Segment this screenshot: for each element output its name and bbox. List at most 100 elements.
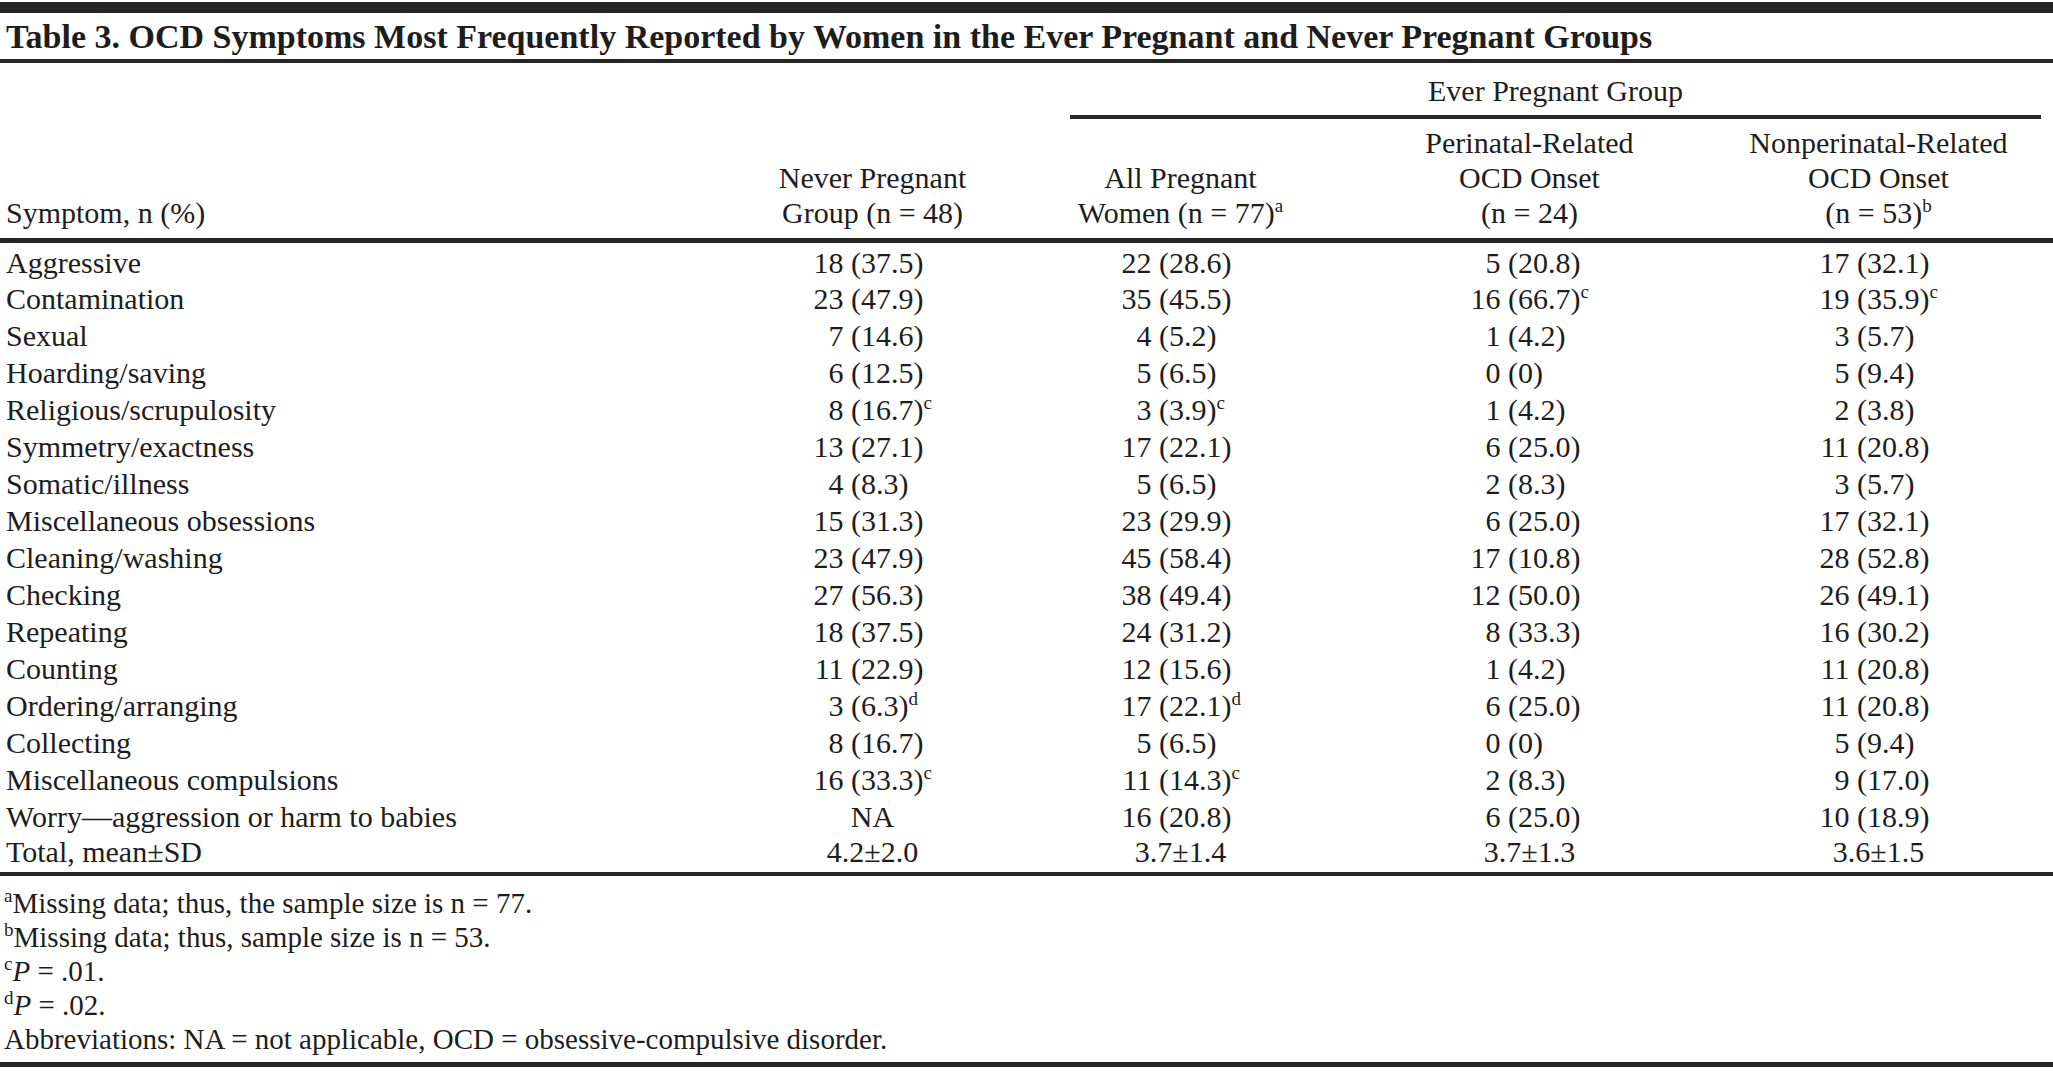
table-row: Worry—aggression or harm to babiesNA16 (…: [0, 798, 2053, 835]
table-row: Religious/scrupulosity8 (16.7)c3 (3.9)c1…: [0, 391, 2053, 428]
value-cell: 3.7±1.3: [1355, 835, 1704, 874]
value-cell: 8 (16.7): [739, 724, 1006, 761]
value-cell: 3 (5.7): [1704, 317, 2053, 354]
column-header-all-pregnant: All Pregnant Women (n = 77)a: [1006, 119, 1355, 241]
value-cell: 35 (45.5): [1006, 280, 1355, 317]
column-header-nonperinatal: Nonperinatal-Related OCD Onset (n = 53)b: [1704, 119, 2053, 241]
symptom-cell: Sexual: [0, 317, 739, 354]
value-cell: 13 (27.1): [739, 428, 1006, 465]
value-cell: 16 (66.7)c: [1355, 280, 1704, 317]
value-cell: 1 (4.2): [1355, 317, 1704, 354]
table-row: Hoarding/saving6 (12.5)5 (6.5)0 (0)5 (9.…: [0, 354, 2053, 391]
value-cell: 5 (6.5): [1006, 354, 1355, 391]
data-table: Ever Pregnant Group Symptom, n (%) Never…: [0, 63, 2053, 876]
value-cell: 6 (12.5): [739, 354, 1006, 391]
value-cell: 11 (14.3)c: [1006, 761, 1355, 798]
journal-table-figure: Table 3. OCD Symptoms Most Frequently Re…: [0, 0, 2053, 1081]
symptom-cell: Symmetry/exactness: [0, 428, 739, 465]
value-cell: 16 (33.3)c: [739, 761, 1006, 798]
value-cell: 5 (6.5): [1006, 724, 1355, 761]
table-row: Aggressive18 (37.5)22 (28.6)5 (20.8)17 (…: [0, 241, 2053, 281]
value-cell: 3.7±1.4: [1006, 835, 1355, 874]
column-header-perinatal: Perinatal-Related OCD Onset (n = 24): [1355, 119, 1704, 241]
value-cell: 11 (20.8): [1704, 687, 2053, 724]
value-cell: 1 (4.2): [1355, 391, 1704, 428]
value-cell: 0 (0): [1355, 724, 1704, 761]
value-cell: 3 (3.9)c: [1006, 391, 1355, 428]
table-row: Miscellaneous compulsions16 (33.3)c11 (1…: [0, 761, 2053, 798]
value-cell: 17 (10.8): [1355, 539, 1704, 576]
value-cell: 18 (37.5): [739, 241, 1006, 281]
table-row: Somatic/illness4 (8.3)5 (6.5)2 (8.3)3 (5…: [0, 465, 2053, 502]
value-cell: 24 (31.2): [1006, 613, 1355, 650]
value-cell: 17 (32.1): [1704, 241, 2053, 281]
value-cell: 12 (50.0): [1355, 576, 1704, 613]
symptom-cell: Collecting: [0, 724, 739, 761]
group-header-row: Ever Pregnant Group: [0, 63, 2053, 119]
footnote: aMissing data; thus, the sample size is …: [4, 886, 2053, 920]
symptom-cell: Ordering/arranging: [0, 687, 739, 724]
group-header-cell: Ever Pregnant Group: [1006, 63, 2053, 119]
value-cell: 15 (31.3): [739, 502, 1006, 539]
symptom-cell: Counting: [0, 650, 739, 687]
symptom-cell: Hoarding/saving: [0, 354, 739, 391]
symptom-cell: Worry—aggression or harm to babies: [0, 798, 739, 835]
group-header-label: Ever Pregnant Group: [1070, 75, 2041, 119]
value-cell: 27 (56.3): [739, 576, 1006, 613]
table-header: Ever Pregnant Group Symptom, n (%) Never…: [0, 63, 2053, 241]
value-cell: 23 (47.9): [739, 539, 1006, 576]
value-cell: 28 (52.8): [1704, 539, 2053, 576]
table-row: Counting11 (22.9)12 (15.6)1 (4.2)11 (20.…: [0, 650, 2053, 687]
footnote: bMissing data; thus, sample size is n = …: [4, 920, 2053, 954]
value-cell: 6 (25.0): [1355, 502, 1704, 539]
value-cell: 26 (49.1): [1704, 576, 2053, 613]
value-cell: 12 (15.6): [1006, 650, 1355, 687]
value-cell: 17 (22.1)d: [1006, 687, 1355, 724]
value-cell: 6 (25.0): [1355, 428, 1704, 465]
value-cell: 4 (5.2): [1006, 317, 1355, 354]
value-cell: 16 (30.2): [1704, 613, 2053, 650]
value-cell: 3 (5.7): [1704, 465, 2053, 502]
value-cell: 10 (18.9): [1704, 798, 2053, 835]
symptom-cell: Miscellaneous compulsions: [0, 761, 739, 798]
value-cell: 8 (33.3): [1355, 613, 1704, 650]
value-cell: 23 (29.9): [1006, 502, 1355, 539]
symptom-cell: Miscellaneous obsessions: [0, 502, 739, 539]
value-cell: 22 (28.6): [1006, 241, 1355, 281]
table-row: Miscellaneous obsessions15 (31.3)23 (29.…: [0, 502, 2053, 539]
table-body: Aggressive18 (37.5)22 (28.6)5 (20.8)17 (…: [0, 241, 2053, 875]
value-cell: 45 (58.4): [1006, 539, 1355, 576]
value-cell: 5 (20.8): [1355, 241, 1704, 281]
value-cell: 5 (9.4): [1704, 354, 2053, 391]
value-cell: 23 (47.9): [739, 280, 1006, 317]
footnote: Abbreviations: NA = not applicable, OCD …: [4, 1022, 2053, 1056]
symptom-cell: Total, mean±SD: [0, 835, 739, 874]
value-cell: 19 (35.9)c: [1704, 280, 2053, 317]
value-cell: 18 (37.5): [739, 613, 1006, 650]
table-row: Repeating18 (37.5)24 (31.2)8 (33.3)16 (3…: [0, 613, 2053, 650]
bottom-rule: [0, 1062, 2053, 1067]
symptom-cell: Contamination: [0, 280, 739, 317]
value-cell: 6 (25.0): [1355, 798, 1704, 835]
table-title: Table 3. OCD Symptoms Most Frequently Re…: [0, 13, 2053, 59]
value-cell: 11 (20.8): [1704, 428, 2053, 465]
value-cell: 8 (16.7)c: [739, 391, 1006, 428]
column-header-never-pregnant: Never Pregnant Group (n = 48): [739, 119, 1006, 241]
top-rule: [0, 2, 2053, 13]
value-cell: 2 (3.8): [1704, 391, 2053, 428]
symptom-cell: Cleaning/washing: [0, 539, 739, 576]
value-cell: 38 (49.4): [1006, 576, 1355, 613]
table-row: Collecting8 (16.7)5 (6.5)0 (0)5 (9.4): [0, 724, 2053, 761]
symptom-cell: Religious/scrupulosity: [0, 391, 739, 428]
column-header-row: Symptom, n (%) Never Pregnant Group (n =…: [0, 119, 2053, 241]
symptom-cell: Somatic/illness: [0, 465, 739, 502]
value-cell: 5 (6.5): [1006, 465, 1355, 502]
value-cell: 2 (8.3): [1355, 761, 1704, 798]
table-row: Total, mean±SD4.2±2.03.7±1.43.7±1.33.6±1…: [0, 835, 2053, 874]
value-cell: 11 (20.8): [1704, 650, 2053, 687]
value-cell: 9 (17.0): [1704, 761, 2053, 798]
value-cell: 0 (0): [1355, 354, 1704, 391]
empty-header-cell: [0, 63, 1006, 119]
value-cell: 3.6±1.5: [1704, 835, 2053, 874]
symptom-cell: Checking: [0, 576, 739, 613]
